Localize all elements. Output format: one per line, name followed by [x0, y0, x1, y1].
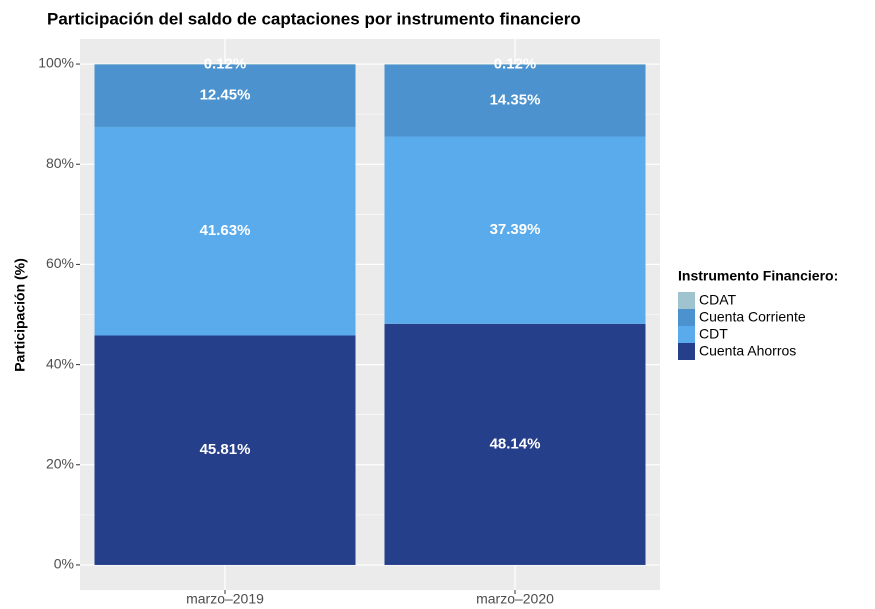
- bar-segment: [384, 64, 646, 65]
- bar-segment: [94, 63, 356, 65]
- legend-key: [678, 292, 695, 309]
- value-label: 48.14%: [490, 435, 541, 452]
- bar-segment: [94, 335, 356, 565]
- legend-label: CDT: [699, 326, 728, 342]
- y-tick-label: 40%: [46, 355, 74, 371]
- bar-segment: [94, 64, 356, 127]
- legend-key: [678, 309, 695, 326]
- legend-key: [678, 326, 695, 343]
- y-tick-label: 100%: [38, 55, 74, 71]
- legend-label: Cuenta Corriente: [699, 309, 806, 325]
- x-tick-label: marzo–2019: [186, 591, 264, 607]
- value-label: 0.12%: [494, 55, 537, 72]
- y-tick-label: 80%: [46, 155, 74, 171]
- bar-segment: [94, 126, 356, 336]
- legend-title: Instrumento Financiero:: [678, 268, 838, 284]
- x-tick-label: marzo–2020: [476, 591, 554, 607]
- y-tick-label: 20%: [46, 455, 74, 471]
- value-label: 41.63%: [200, 222, 251, 239]
- value-label: 37.39%: [490, 221, 541, 238]
- value-label: 45.81%: [200, 441, 251, 458]
- chart-title: Participación del saldo de captaciones p…: [47, 9, 581, 28]
- value-label: 12.45%: [200, 87, 251, 104]
- bar-segment: [384, 64, 646, 137]
- y-tick-label: 0%: [54, 556, 74, 572]
- bar-segment: [384, 136, 646, 324]
- value-label: 14.35%: [490, 92, 541, 109]
- y-axis-title: Participación (%): [12, 258, 28, 372]
- legend-key: [678, 343, 695, 360]
- y-tick-label: 60%: [46, 255, 74, 271]
- bar-segment: [384, 323, 646, 565]
- legend-label: Cuenta Ahorros: [699, 343, 796, 359]
- value-label: 0.12%: [204, 55, 247, 72]
- legend-label: CDAT: [699, 292, 737, 308]
